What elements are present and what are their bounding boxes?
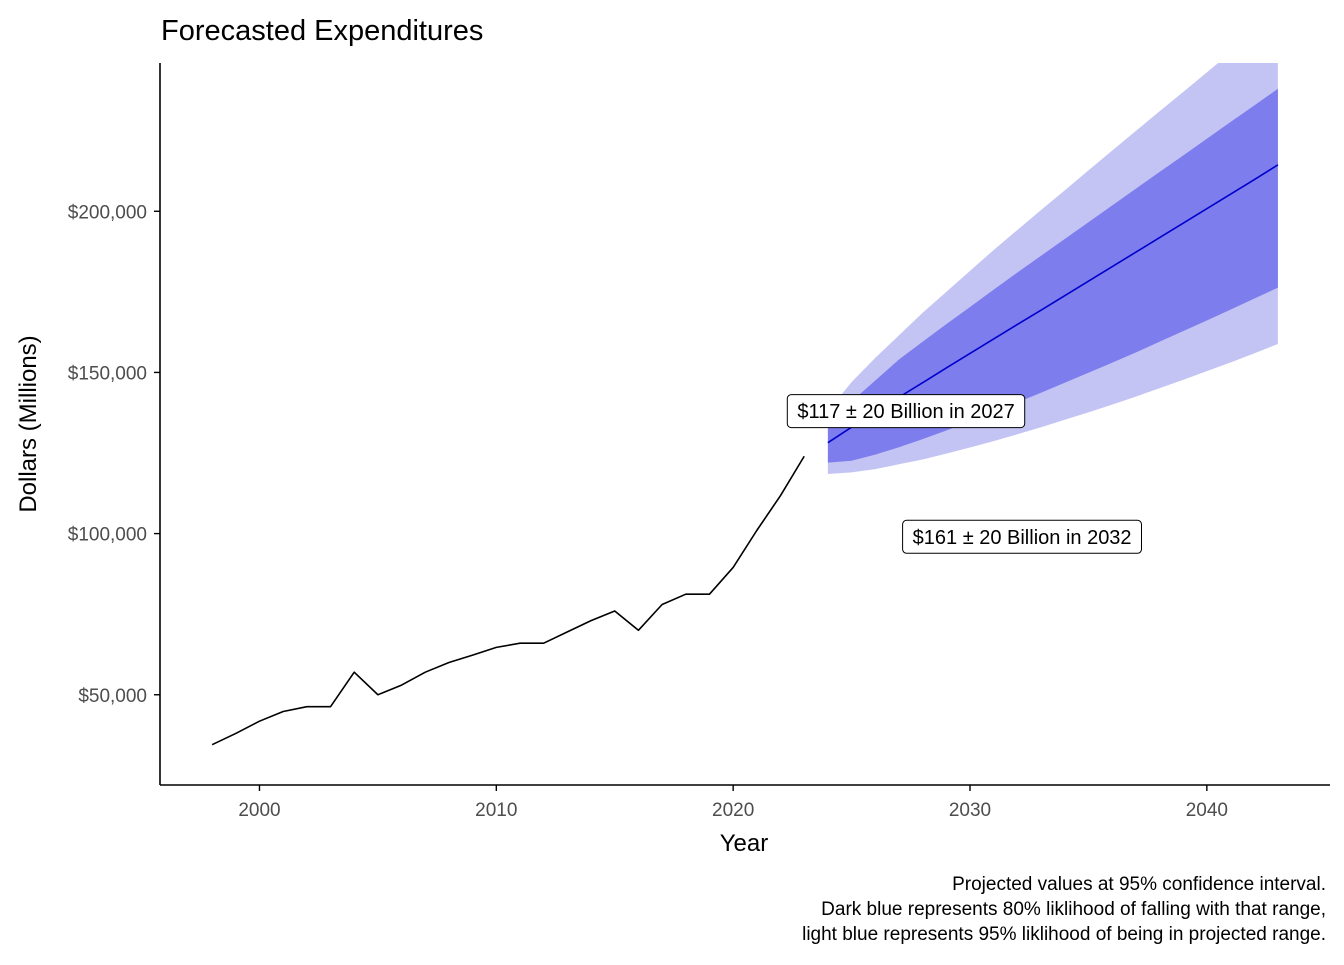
x-tick-label: 2020 <box>712 800 754 821</box>
y-axis-ticks: $50,000 $100,000 $150,000 $200,000 <box>68 202 160 707</box>
caption: Projected values at 95% confidence inter… <box>802 874 1326 945</box>
annotation-label: $117 ± 20 Billion in 2027 <box>786 394 1026 429</box>
x-tick-label: 2040 <box>1186 800 1228 821</box>
y-tick-label: $150,000 <box>68 363 147 384</box>
annotation-text: $161 ± 20 Billion in 2032 <box>913 527 1132 549</box>
x-axis-ticks: 2000 2010 2020 2030 2040 <box>238 785 1228 821</box>
plot-area <box>211 63 1279 746</box>
confidence-band-80 <box>827 88 1278 463</box>
annotation-box <box>786 394 1026 429</box>
caption-line-1: Projected values at 95% confidence inter… <box>952 874 1326 895</box>
x-tick-label: 2030 <box>949 800 991 821</box>
chart-title: Forecasted Expenditures <box>161 15 483 47</box>
series-line-historical <box>211 455 805 746</box>
x-tick-label: 2010 <box>475 800 517 821</box>
x-axis-title: Year <box>720 830 769 857</box>
caption-line-3: light blue represents 95% liklihood of b… <box>802 924 1326 945</box>
annotation-box <box>902 519 1142 554</box>
annotations: $117 ± 20 Billion in 2027 $161 ± 20 Billi… <box>786 394 1142 554</box>
caption-line-2: Dark blue represents 80% liklihood of fa… <box>821 899 1326 920</box>
y-tick-label: $50,000 <box>78 686 147 707</box>
annotation-text: $117 ± 20 Billion in 2027 <box>797 401 1014 423</box>
x-tick-label: 2000 <box>238 800 280 821</box>
annotation-label: $161 ± 20 Billion in 2032 <box>902 519 1142 554</box>
y-tick-label: $200,000 <box>68 202 147 223</box>
y-tick-label: $100,000 <box>68 525 147 546</box>
y-axis-title: Dollars (Millions) <box>15 335 42 512</box>
